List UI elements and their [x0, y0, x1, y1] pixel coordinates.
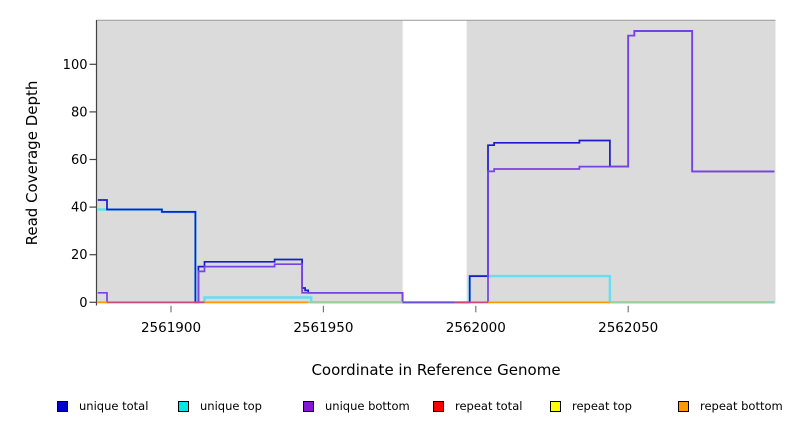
svg-text:80: 80 — [71, 105, 88, 120]
y-axis-title: Read Coverage Depth — [23, 80, 41, 246]
svg-text:2562050: 2562050 — [598, 320, 658, 336]
svg-text:60: 60 — [71, 153, 88, 168]
svg-text:2562000: 2562000 — [446, 320, 506, 336]
svg-text:2561950: 2561950 — [293, 320, 353, 336]
svg-text:100: 100 — [63, 58, 88, 73]
svg-text:20: 20 — [71, 248, 88, 263]
x-axis-title: Coordinate in Reference Genome — [311, 361, 561, 379]
svg-text:0: 0 — [79, 296, 87, 311]
svg-text:2561900: 2561900 — [141, 320, 201, 336]
svg-text:40: 40 — [71, 201, 88, 216]
